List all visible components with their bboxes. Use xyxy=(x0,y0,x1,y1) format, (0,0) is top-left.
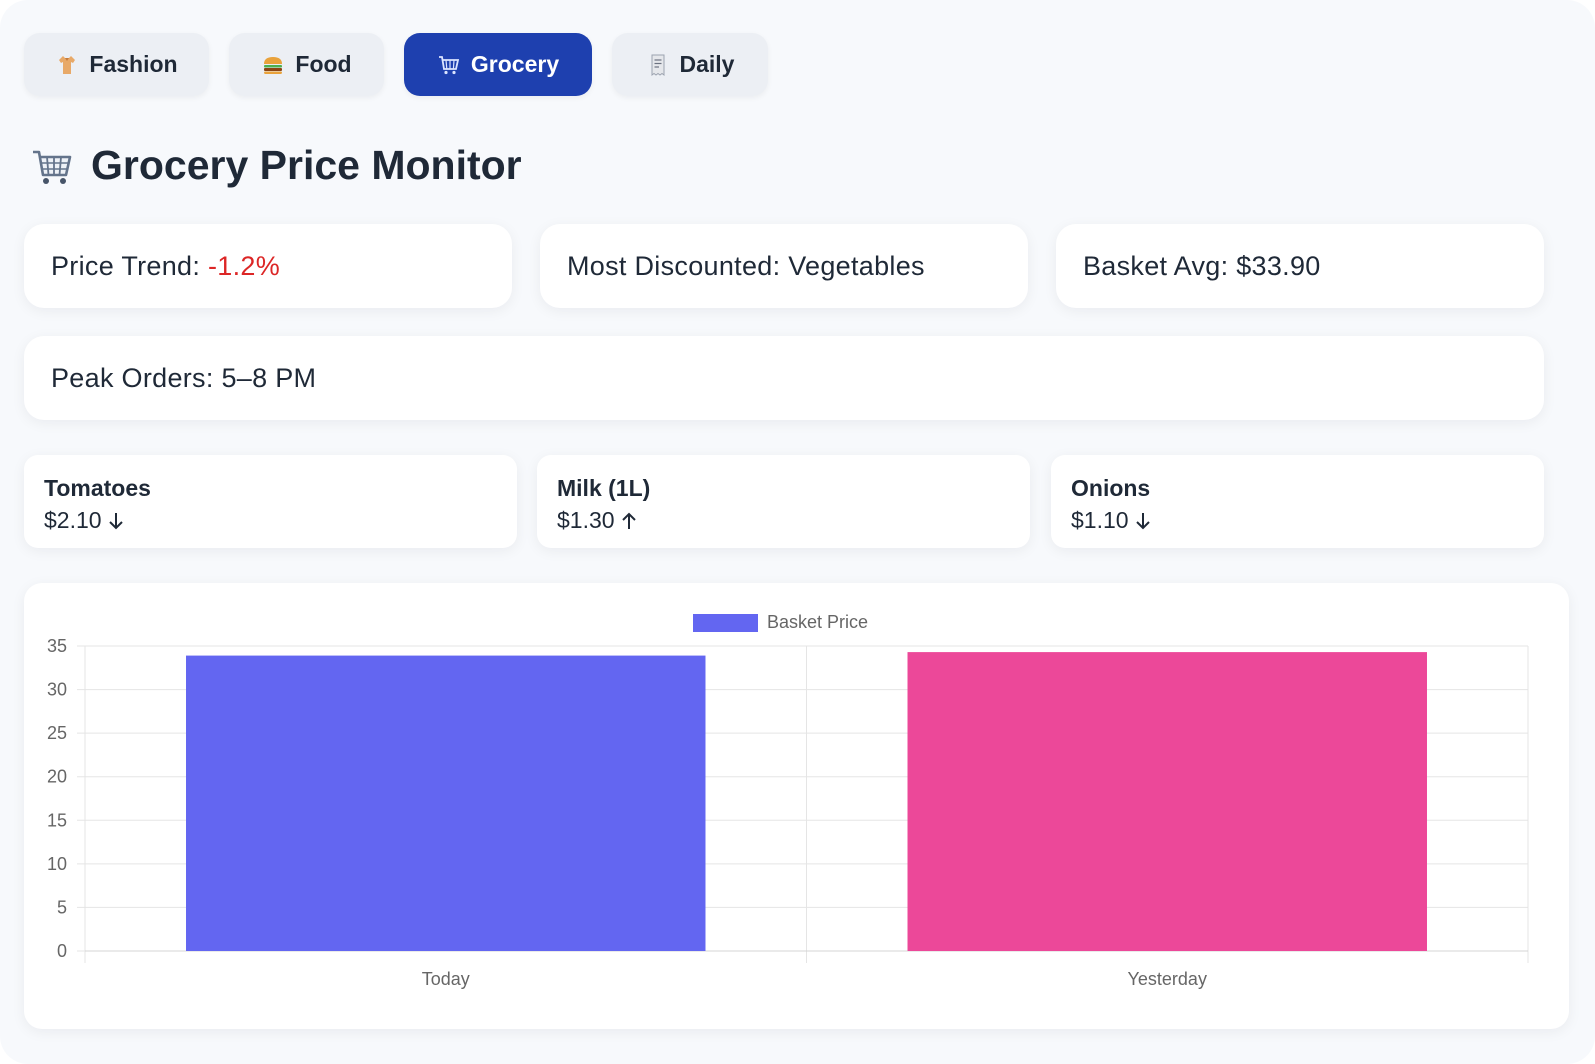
item-price-row: $1.10 xyxy=(1071,507,1524,534)
item-price-row: $2.10 xyxy=(44,507,497,534)
item-card-tomatoes: Tomatoes $2.10 xyxy=(24,455,517,548)
y-tick-label: 0 xyxy=(57,941,67,961)
item-name: Milk (1L) xyxy=(557,475,651,501)
tab-label: Daily xyxy=(679,51,735,77)
legend-swatch xyxy=(693,614,758,632)
y-tick-label: 10 xyxy=(47,854,67,874)
arrow-down-icon xyxy=(108,512,123,529)
y-tick-label: 30 xyxy=(47,680,67,700)
x-tick-label: Today xyxy=(422,969,470,989)
fashion-icon xyxy=(59,55,76,74)
chart-bars xyxy=(186,652,1427,951)
peak-orders-card: Peak Orders: 5–8 PM xyxy=(24,336,1544,420)
arrow-up-icon xyxy=(621,512,636,529)
category-tabs: Fashion Food Grocery xyxy=(24,33,768,96)
y-tick-label: 35 xyxy=(47,636,67,656)
basket-avg-card: Basket Avg: $33.90 xyxy=(1056,224,1544,308)
arrow-down-icon xyxy=(1135,512,1150,529)
item-name: Onions xyxy=(1071,475,1151,501)
receipt-icon xyxy=(651,54,664,76)
shopping-cart-icon xyxy=(33,150,72,184)
page-title: Grocery Price Monitor xyxy=(91,142,522,188)
tab-label: Fashion xyxy=(89,51,178,77)
tab-grocery[interactable]: Grocery xyxy=(404,33,592,96)
price-trend-card: Price Trend: -1.2% xyxy=(24,224,512,308)
y-tick-label: 5 xyxy=(57,897,67,917)
item-price-row: $1.30 xyxy=(557,507,1010,534)
page-header: Grocery Price Monitor xyxy=(31,142,522,189)
tab-fashion[interactable]: Fashion xyxy=(24,33,209,96)
tab-label: Food xyxy=(295,51,352,77)
y-tick-label: 15 xyxy=(47,810,67,830)
price-trend-label: Price Trend: xyxy=(51,250,201,281)
basket-price-chart-card: 0 5 10 15 20 25 30 35 Today Yesterday Basket Pric… xyxy=(24,583,1569,1029)
chart-legend[interactable]: Basket Price xyxy=(693,612,868,632)
most-discounted-text: Most Discounted: Vegetables xyxy=(567,250,925,281)
tab-daily[interactable]: Daily xyxy=(612,33,768,96)
item-price: $1.10 xyxy=(1071,507,1129,533)
most-discounted-card: Most Discounted: Vegetables xyxy=(540,224,1028,308)
item-name: Tomatoes xyxy=(44,475,151,501)
tab-food[interactable]: Food xyxy=(229,33,384,96)
x-tick-label: Yesterday xyxy=(1128,969,1207,989)
chart-ticks: 0 5 10 15 20 25 30 35 Today Yesterday xyxy=(47,636,1207,989)
y-tick-label: 20 xyxy=(47,767,67,787)
peak-orders-text: Peak Orders: 5–8 PM xyxy=(51,362,317,393)
y-tick-label: 25 xyxy=(47,723,67,743)
burger-icon xyxy=(264,56,283,74)
item-price: $2.10 xyxy=(44,507,102,533)
basket-avg-text: Basket Avg: $33.90 xyxy=(1083,250,1321,281)
tab-label: Grocery xyxy=(470,51,560,77)
bar-yesterday[interactable] xyxy=(907,652,1427,951)
cart-icon xyxy=(438,55,460,74)
price-trend-value: -1.2% xyxy=(207,250,281,281)
item-card-onions: Onions $1.10 xyxy=(1051,455,1544,548)
legend-label: Basket Price xyxy=(767,612,868,632)
item-card-milk: Milk (1L) $1.30 xyxy=(537,455,1030,548)
basket-price-chart: 0 5 10 15 20 25 30 35 Today Yesterday Basket Pric… xyxy=(47,612,1529,989)
item-price: $1.30 xyxy=(557,507,615,533)
bar-today[interactable] xyxy=(186,655,706,951)
